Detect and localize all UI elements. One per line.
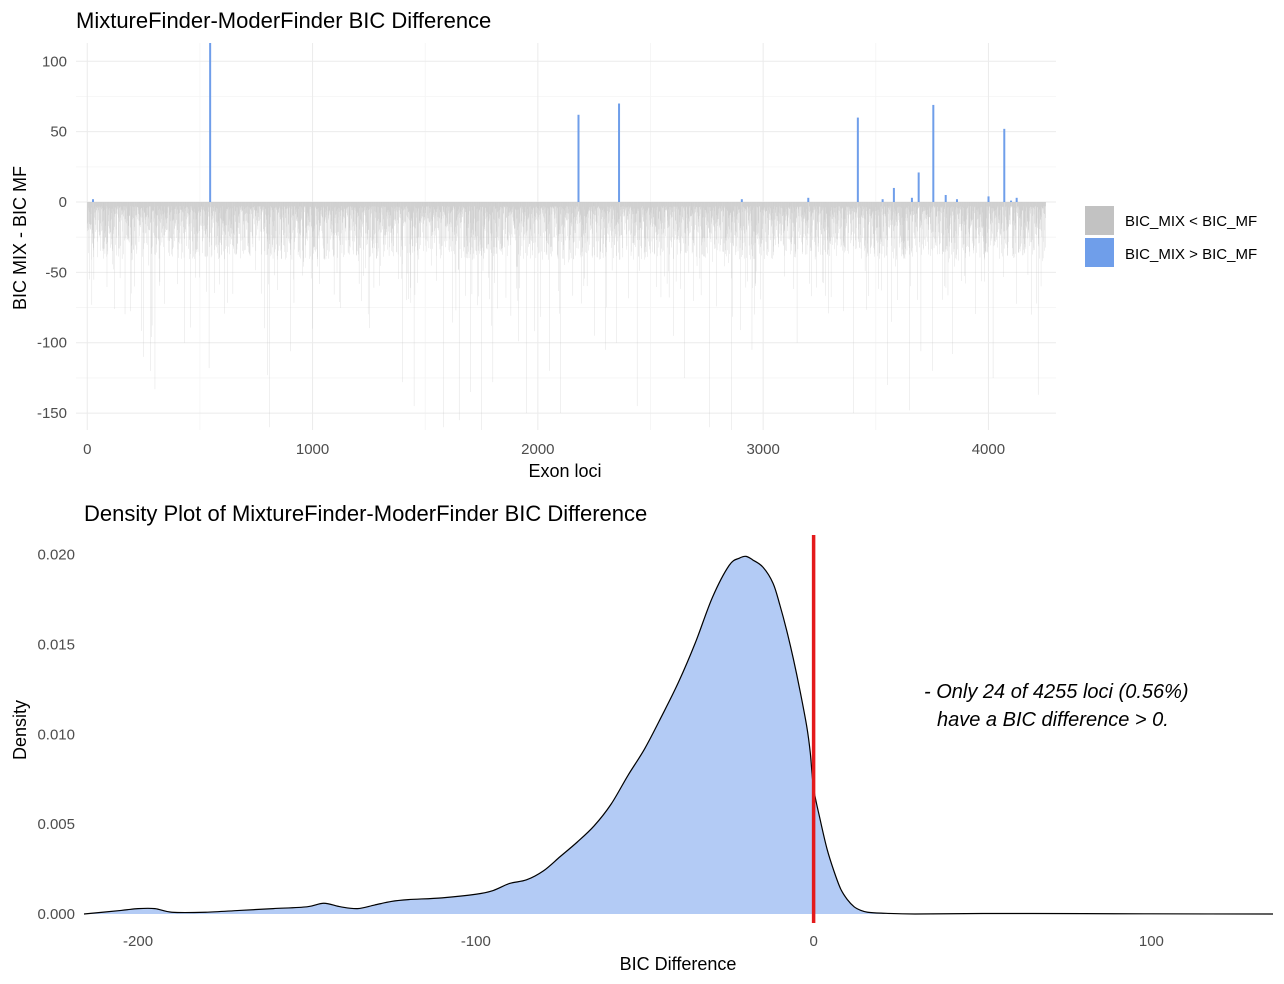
y-tick-label: 0.015 — [37, 636, 75, 653]
bar-positive — [740, 199, 743, 203]
bar-positive — [910, 197, 913, 203]
annotation-line-2: have a BIC difference > 0. — [937, 709, 1169, 731]
bar-chart-y-tick-labels: -150 -100 -50 0 50 100 — [37, 53, 67, 422]
density-y-axis-label: Density — [10, 700, 30, 760]
bar-chart-negative-bars — [87, 202, 1046, 430]
y-tick-label: 0.010 — [37, 726, 75, 743]
bar-chart-x-axis-label: Exon loci — [528, 461, 601, 481]
bar-positive — [944, 194, 947, 203]
density-chart-title: Density Plot of MixtureFinder-ModerFinde… — [84, 501, 647, 526]
annotation-line-1: - Only 24 of 4255 loci (0.56%) — [924, 681, 1189, 703]
bar-positive — [577, 114, 580, 203]
x-tick-label: 100 — [1139, 933, 1164, 950]
density-y-tick-labels: 0.000 0.005 0.010 0.015 0.020 — [37, 547, 75, 923]
legend-key-positive — [1085, 238, 1114, 267]
y-tick-label: 50 — [50, 124, 67, 141]
legend-label-negative: BIC_MIX < BIC_MF — [1125, 213, 1257, 230]
y-tick-label: 0 — [59, 194, 67, 211]
y-tick-label: 0.020 — [37, 547, 75, 564]
bar-positive — [1003, 128, 1006, 203]
x-tick-label: 0 — [809, 933, 817, 950]
bar-chart-positive-bars — [91, 43, 1018, 203]
legend-key-negative — [1085, 206, 1114, 235]
bar-positive — [856, 117, 859, 203]
bar-positive — [955, 199, 958, 203]
bar-positive — [987, 196, 990, 203]
density-curve — [83, 555, 1274, 915]
y-tick-label: -50 — [45, 264, 67, 281]
bar-positive — [1015, 197, 1018, 203]
y-tick-label: -150 — [37, 405, 67, 422]
x-tick-label: -100 — [461, 933, 491, 950]
x-tick-label: 1000 — [296, 441, 329, 458]
density-x-axis-label: BIC Difference — [620, 954, 737, 974]
bar-positive — [91, 199, 94, 203]
bar-positive — [1010, 200, 1013, 203]
y-tick-label: 0.005 — [37, 816, 75, 833]
y-tick-label: 0.000 — [37, 906, 75, 923]
x-tick-label: 0 — [83, 441, 91, 458]
bar-chart-title: MixtureFinder-ModerFinder BIC Difference — [76, 8, 491, 33]
density-x-tick-labels: -200 -100 0 100 — [123, 933, 1164, 950]
x-tick-label: -200 — [123, 933, 153, 950]
bar-chart-legend: BIC_MIX < BIC_MF BIC_MIX > BIC_MF — [1085, 206, 1257, 267]
bar-positive — [618, 103, 621, 203]
bar-positive — [932, 104, 935, 203]
bar-chart-y-axis-label: BIC MIX - BIC MF — [10, 166, 30, 310]
bar-chart-x-tick-labels: 0 1000 2000 3000 4000 — [83, 441, 1005, 458]
bar-positive — [917, 172, 920, 203]
legend-label-positive: BIC_MIX > BIC_MF — [1125, 246, 1257, 263]
bic-bar-chart: MixtureFinder-ModerFinder BIC Difference… — [10, 8, 1257, 481]
bar-positive — [209, 43, 212, 203]
bar-positive — [892, 187, 895, 203]
x-tick-label: 4000 — [972, 441, 1005, 458]
y-tick-label: 100 — [42, 53, 67, 70]
bar-positive — [807, 197, 810, 203]
bar-positive — [881, 199, 884, 203]
x-tick-label: 3000 — [746, 441, 779, 458]
x-tick-label: 2000 — [521, 441, 554, 458]
density-chart: Density Plot of MixtureFinder-ModerFinde… — [10, 501, 1274, 974]
density-area — [84, 556, 1273, 915]
y-tick-label: -100 — [37, 335, 67, 352]
